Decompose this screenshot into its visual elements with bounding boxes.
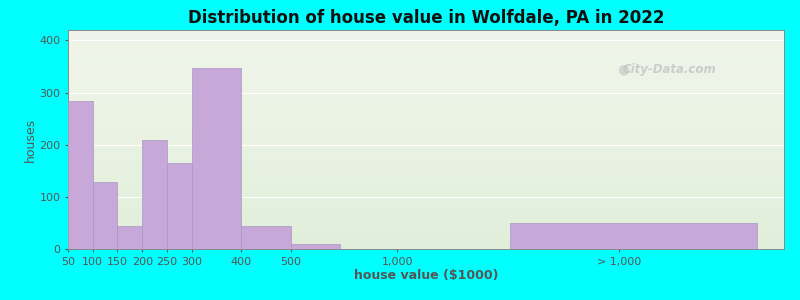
Text: City-Data.com: City-Data.com (622, 63, 716, 76)
Bar (68, 101, 93, 249)
Title: Distribution of house value in Wolfdale, PA in 2022: Distribution of house value in Wolfdale,… (188, 9, 664, 27)
Text: ●: ● (617, 62, 629, 76)
Y-axis label: houses: houses (23, 117, 37, 162)
Bar (290, 244, 340, 249)
Bar (510, 223, 757, 249)
Bar (93, 182, 118, 249)
Bar (167, 163, 192, 249)
Bar (142, 140, 167, 249)
Bar (118, 226, 142, 249)
Bar (192, 68, 241, 249)
X-axis label: house value ($1000): house value ($1000) (354, 269, 498, 282)
Bar (241, 226, 290, 249)
